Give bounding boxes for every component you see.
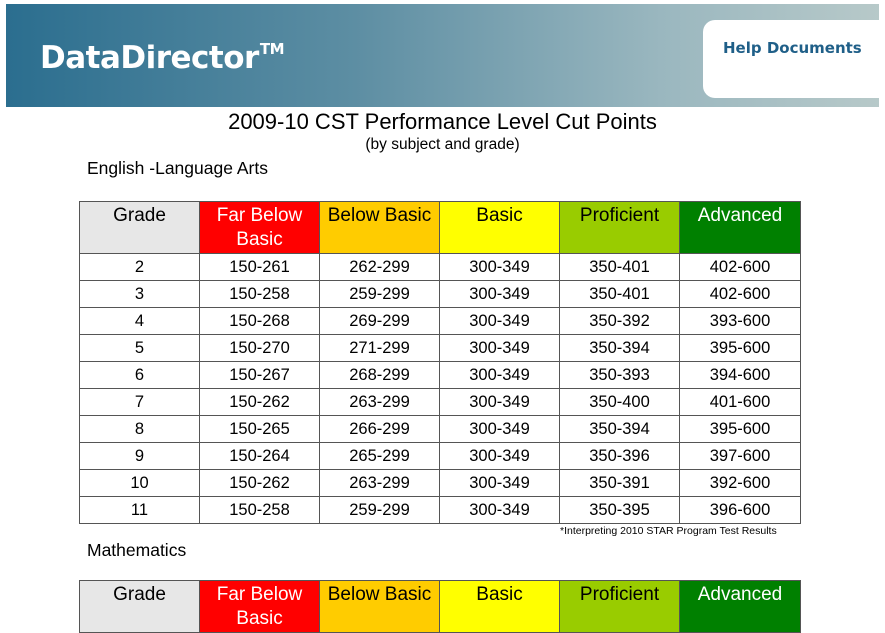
cut-range-cell: 300-349 [439, 442, 560, 470]
ela-section-label: English -Language Arts [87, 158, 268, 178]
cut-range-cell: 259-299 [319, 496, 440, 524]
table-row: 10 150-262 263-299 300-349 350-391 392-600 [79, 469, 801, 497]
grade-cell: 7 [79, 388, 200, 416]
footnote: *Interpreting 2010 STAR Program Test Res… [560, 525, 777, 537]
cut-range-cell: 401-600 [679, 388, 801, 416]
table-row: 8 150-265 266-299 300-349 350-394 395-600 [79, 415, 801, 443]
cut-range-cell: 150-258 [199, 496, 320, 524]
cut-range-cell: 269-299 [319, 307, 440, 335]
cut-range-cell: 150-264 [199, 442, 320, 470]
cut-range-cell: 300-349 [439, 307, 560, 335]
cut-range-cell: 392-600 [679, 469, 801, 497]
grade-cell: 4 [79, 307, 200, 335]
grade-cell: 11 [79, 496, 200, 524]
header-far-below-basic: Far Below Basic [199, 580, 320, 633]
math-cut-points-table: Grade Far Below Basic Below Basic Basic … [79, 580, 801, 633]
table-row: 7 150-262 263-299 300-349 350-400 401-600 [79, 388, 801, 416]
grade-cell: 6 [79, 361, 200, 389]
ela-cut-points-table: Grade Far Below Basic Below Basic Basic … [79, 201, 801, 524]
cut-range-cell: 300-349 [439, 334, 560, 362]
table-row: 4 150-268 269-299 300-349 350-392 393-600 [79, 307, 801, 335]
header-basic: Basic [439, 580, 560, 633]
header-advanced: Advanced [679, 580, 801, 633]
cut-range-cell: 300-349 [439, 496, 560, 524]
cut-range-cell: 350-391 [559, 469, 680, 497]
header-grade: Grade [79, 580, 200, 633]
grade-cell: 10 [79, 469, 200, 497]
cut-range-cell: 350-392 [559, 307, 680, 335]
cut-range-cell: 402-600 [679, 280, 801, 308]
cut-range-cell: 268-299 [319, 361, 440, 389]
cut-range-cell: 350-401 [559, 253, 680, 281]
table-row: 6 150-267 268-299 300-349 350-393 394-600 [79, 361, 801, 389]
cut-range-cell: 350-396 [559, 442, 680, 470]
cut-range-cell: 300-349 [439, 361, 560, 389]
datadirector-logo[interactable]: DataDirectorTM [40, 40, 285, 76]
cut-range-cell: 150-265 [199, 415, 320, 443]
grade-cell: 5 [79, 334, 200, 362]
table-row: 9 150-264 265-299 300-349 350-396 397-600 [79, 442, 801, 470]
header-grade: Grade [79, 201, 200, 254]
cut-range-cell: 266-299 [319, 415, 440, 443]
cut-range-cell: 150-268 [199, 307, 320, 335]
cut-range-cell: 150-262 [199, 388, 320, 416]
cut-range-cell: 393-600 [679, 307, 801, 335]
cut-range-cell: 394-600 [679, 361, 801, 389]
cut-range-cell: 397-600 [679, 442, 801, 470]
header-basic: Basic [439, 201, 560, 254]
header-proficient: Proficient [559, 580, 680, 633]
cut-range-cell: 300-349 [439, 469, 560, 497]
header-proficient: Proficient [559, 201, 680, 254]
table-row: 3 150-258 259-299 300-349 350-401 402-600 [79, 280, 801, 308]
cut-range-cell: 395-600 [679, 415, 801, 443]
grade-cell: 2 [79, 253, 200, 281]
cut-range-cell: 150-258 [199, 280, 320, 308]
help-panel: Help Documents [703, 20, 885, 98]
grade-cell: 9 [79, 442, 200, 470]
table-row: 2 150-261 262-299 300-349 350-401 402-600 [79, 253, 801, 281]
cut-range-cell: 300-349 [439, 280, 560, 308]
cut-range-cell: 402-600 [679, 253, 801, 281]
math-section-label: Mathematics [87, 540, 187, 560]
table-row: 11 150-258 259-299 300-349 350-395 396-600 [79, 496, 801, 524]
trademark-mark: TM [259, 40, 285, 58]
document-title: 2009-10 CST Performance Level Cut Points [228, 109, 657, 134]
cut-range-cell: 263-299 [319, 388, 440, 416]
cut-range-cell: 300-349 [439, 388, 560, 416]
header-banner: DataDirectorTM Help Documents [6, 4, 885, 107]
ela-table-body: 2 150-261 262-299 300-349 350-401 402-600 3 150… [79, 253, 801, 524]
document-subtitle: (by subject and grade) [365, 136, 520, 153]
cut-range-cell: 350-401 [559, 280, 680, 308]
header-advanced: Advanced [679, 201, 801, 254]
table-header-row: Grade Far Below Basic Below Basic Basic … [79, 201, 801, 254]
table-header-row: Grade Far Below Basic Below Basic Basic … [79, 580, 801, 633]
cut-range-cell: 350-394 [559, 415, 680, 443]
cut-range-cell: 350-400 [559, 388, 680, 416]
header-below-basic: Below Basic [319, 580, 440, 633]
cut-range-cell: 259-299 [319, 280, 440, 308]
grade-cell: 8 [79, 415, 200, 443]
cut-range-cell: 265-299 [319, 442, 440, 470]
header-far-below-basic: Far Below Basic [199, 201, 320, 254]
cut-range-cell: 350-395 [559, 496, 680, 524]
cut-range-cell: 350-393 [559, 361, 680, 389]
grade-cell: 3 [79, 280, 200, 308]
header-below-basic: Below Basic [319, 201, 440, 254]
cut-range-cell: 262-299 [319, 253, 440, 281]
table-row: 5 150-270 271-299 300-349 350-394 395-600 [79, 334, 801, 362]
cut-range-cell: 396-600 [679, 496, 801, 524]
cut-range-cell: 300-349 [439, 253, 560, 281]
cut-range-cell: 150-262 [199, 469, 320, 497]
cut-range-cell: 150-270 [199, 334, 320, 362]
cut-range-cell: 150-267 [199, 361, 320, 389]
logo-text: DataDirector [40, 40, 259, 76]
cut-range-cell: 150-261 [199, 253, 320, 281]
cut-range-cell: 395-600 [679, 334, 801, 362]
cut-range-cell: 300-349 [439, 415, 560, 443]
cut-range-cell: 350-394 [559, 334, 680, 362]
cut-range-cell: 263-299 [319, 469, 440, 497]
cut-range-cell: 271-299 [319, 334, 440, 362]
help-documents-link[interactable]: Help Documents [723, 39, 862, 57]
